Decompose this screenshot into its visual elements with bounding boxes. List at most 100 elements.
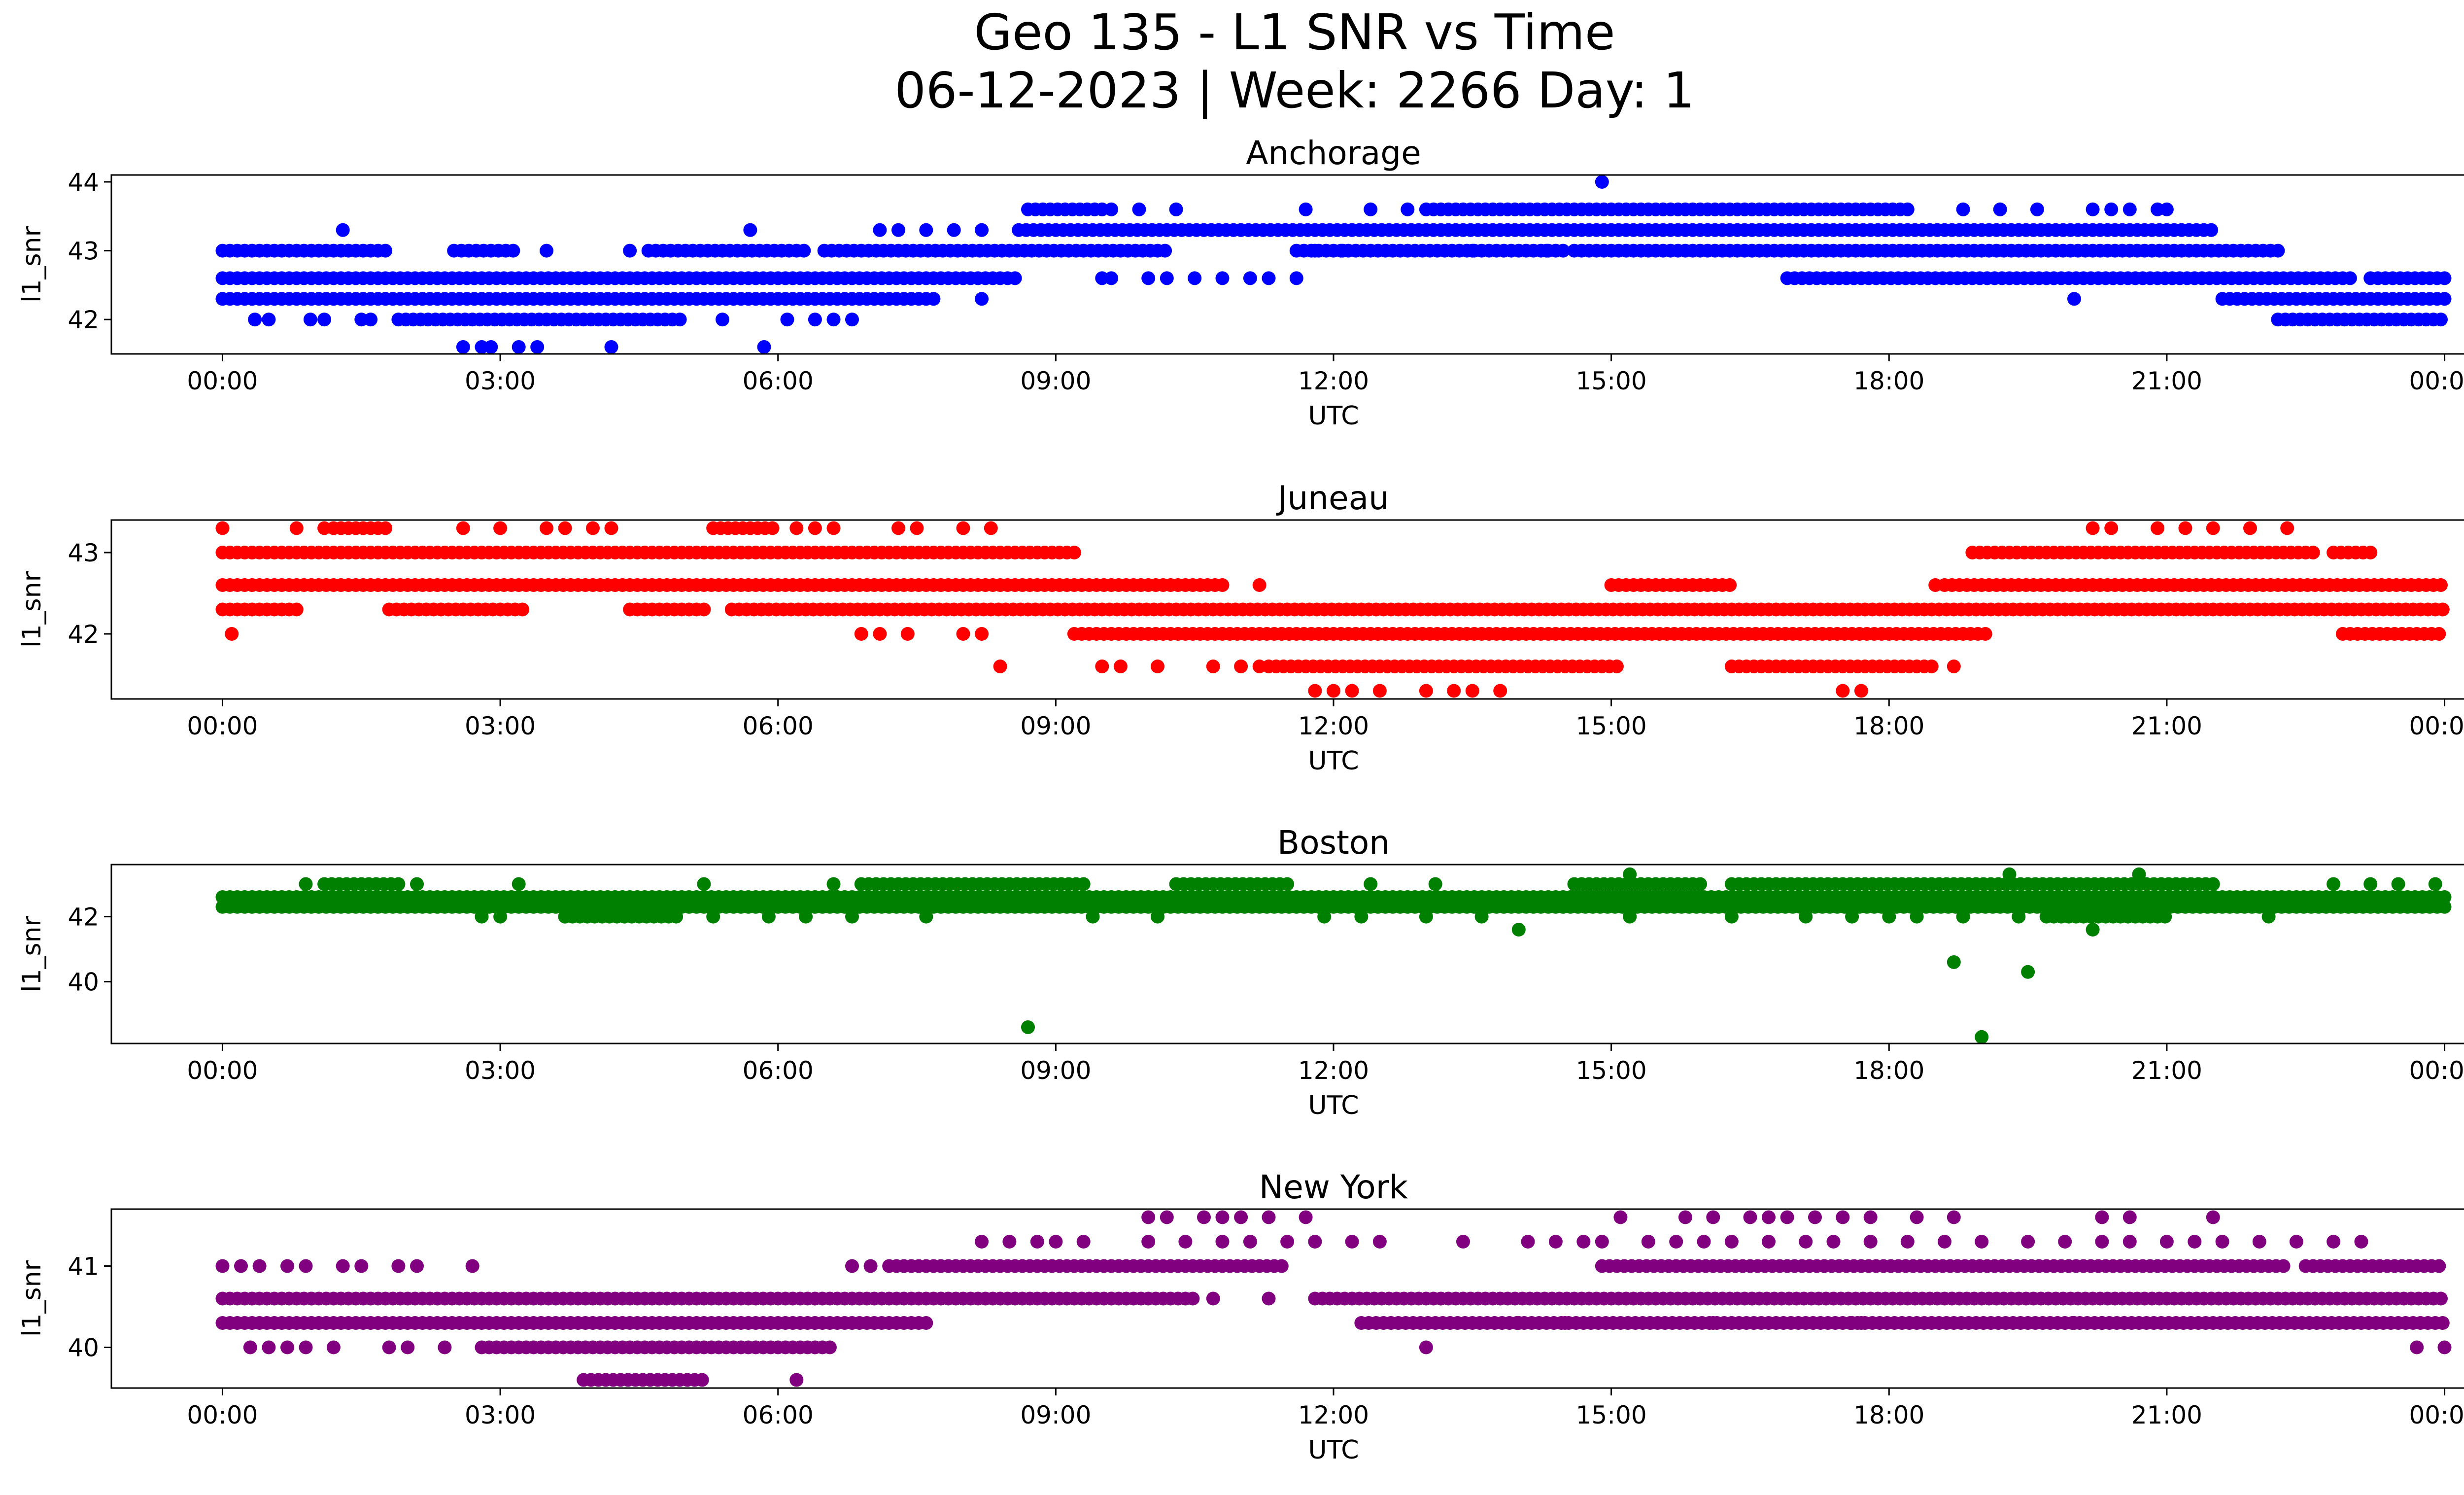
new-york-data-point bbox=[1854, 1316, 1868, 1330]
anchorage-data-point bbox=[2434, 313, 2448, 327]
anchorage-xtick-label: 03:00 bbox=[465, 367, 536, 395]
new-york-data-point bbox=[1280, 1235, 1295, 1249]
new-york-data-point bbox=[822, 1340, 837, 1355]
anchorage-data-point bbox=[1993, 202, 2007, 216]
anchorage-data-point bbox=[1595, 175, 1609, 189]
juneau-data-point bbox=[2178, 521, 2192, 535]
anchorage-ylabel: l1_snr bbox=[17, 226, 47, 303]
new-york-data-point bbox=[1558, 1316, 1572, 1330]
new-york-data-point bbox=[1808, 1210, 1822, 1224]
anchorage-xtick-label: 18:00 bbox=[1853, 367, 1924, 395]
new-york-data-point bbox=[1799, 1235, 1813, 1249]
new-york-ylabel: l1_snr bbox=[17, 1260, 47, 1337]
anchorage-xtick-label: 09:00 bbox=[1020, 367, 1091, 395]
anchorage-data-point bbox=[873, 223, 887, 237]
new-york-data-point bbox=[326, 1340, 341, 1355]
boston-data-point bbox=[1910, 909, 1924, 924]
new-york-data-point bbox=[280, 1259, 294, 1273]
anchorage-data-point bbox=[757, 340, 771, 354]
boston-data-point bbox=[2002, 867, 2017, 881]
juneau-data-point bbox=[493, 521, 508, 535]
anchorage-data-point bbox=[2104, 202, 2119, 216]
boston-ylabel: l1_snr bbox=[17, 915, 47, 992]
juneau-data-point bbox=[2280, 521, 2294, 535]
juneau-data-point bbox=[1447, 684, 1461, 698]
anchorage-data-point bbox=[2271, 243, 2285, 258]
new-york-data-point bbox=[1697, 1235, 1711, 1249]
new-york-xlabel: UTC bbox=[1308, 1435, 1359, 1465]
juneau-data-point bbox=[993, 660, 1007, 673]
juneau-data-point bbox=[1493, 684, 1507, 698]
juneau-data-point bbox=[1978, 627, 1992, 641]
new-york-data-point bbox=[1002, 1235, 1017, 1249]
juneau-data-point bbox=[540, 521, 553, 535]
juneau-ylabel: l1_snr bbox=[17, 571, 47, 648]
boston-data-point bbox=[669, 909, 684, 924]
anchorage-data-point bbox=[673, 313, 687, 327]
new-york-data-point bbox=[1613, 1210, 1628, 1224]
boston-data-point bbox=[1086, 909, 1100, 924]
juneau-data-point bbox=[456, 521, 470, 535]
juneau-data-point bbox=[1723, 578, 1737, 592]
anchorage-data-point bbox=[303, 313, 317, 327]
new-york-panel: New York 40 41 00:00 03:00 06:00 09:00 12:00 15:… bbox=[17, 1168, 2464, 1465]
anchorage-data-point bbox=[975, 223, 989, 237]
boston-data-point bbox=[1419, 909, 1433, 924]
boston-xtick-label: 06:00 bbox=[743, 1056, 814, 1085]
boston-data-point bbox=[1975, 1030, 1989, 1043]
new-york-data-point bbox=[1141, 1235, 1156, 1249]
juneau-data-point bbox=[2086, 521, 2100, 535]
new-york-data-point bbox=[1762, 1210, 1776, 1224]
new-york-xtick-label: 03:00 bbox=[465, 1401, 536, 1429]
juneau-data-point bbox=[2104, 521, 2119, 535]
anchorage-data-point bbox=[926, 292, 941, 306]
new-york-data-point bbox=[280, 1340, 294, 1355]
juneau-xtick-label: 15:00 bbox=[1576, 712, 1647, 740]
new-york-data-point bbox=[1049, 1235, 1063, 1249]
juneau-data-point bbox=[900, 627, 915, 641]
new-york-data-point bbox=[1076, 1235, 1091, 1249]
new-york-data-point bbox=[2206, 1210, 2220, 1224]
anchorage-data-point bbox=[248, 313, 262, 327]
new-york-data-point bbox=[1678, 1210, 1692, 1224]
boston-data-point bbox=[391, 877, 406, 891]
new-york-data-point bbox=[2432, 1259, 2446, 1273]
juneau-data-point bbox=[873, 627, 887, 641]
boston-ytick-label: 40 bbox=[68, 968, 99, 997]
anchorage-data-point bbox=[826, 313, 841, 327]
new-york-data-point bbox=[410, 1259, 424, 1273]
anchorage-ytick-label: 43 bbox=[68, 237, 99, 266]
new-york-data-point bbox=[1215, 1235, 1230, 1249]
anchorage-data-point bbox=[623, 243, 637, 258]
new-york-data-point bbox=[2067, 1316, 2081, 1330]
boston-data-point bbox=[799, 909, 813, 924]
anchorage-data-point bbox=[1289, 271, 1303, 285]
anchorage-data-point bbox=[845, 313, 859, 327]
anchorage-xtick-label: 21:00 bbox=[2131, 367, 2202, 395]
juneau-data-point bbox=[1836, 684, 1850, 698]
new-york-data-point bbox=[1419, 1340, 1433, 1355]
juneau-panel: Juneau 42 43 00:00 03:00 06:00 09:00 12:00 15:00… bbox=[17, 479, 2464, 776]
new-york-data-point bbox=[1160, 1210, 1174, 1224]
anchorage-data-point bbox=[808, 313, 822, 327]
new-york-xtick-label: 00:00 bbox=[187, 1401, 258, 1429]
juneau-data-point bbox=[215, 521, 230, 535]
anchorage-data-point bbox=[1956, 202, 1970, 216]
juneau-xlabel: UTC bbox=[1308, 746, 1359, 776]
new-york-data-point bbox=[1521, 1235, 1535, 1249]
boston-data-point bbox=[1428, 877, 1442, 891]
anchorage-data-point bbox=[317, 313, 332, 327]
juneau-data-point bbox=[1372, 684, 1387, 698]
anchorage-data-point bbox=[2437, 292, 2452, 306]
juneau-data-point bbox=[317, 521, 332, 535]
new-york-xtick-label: 18:00 bbox=[1853, 1401, 1924, 1429]
anchorage-data-point bbox=[1308, 243, 1322, 258]
juneau-data-point bbox=[1234, 660, 1248, 673]
juneau-data-point bbox=[1151, 660, 1164, 673]
new-york-data-point bbox=[2215, 1235, 2229, 1249]
boston-xtick-label: 18:00 bbox=[1853, 1056, 1924, 1085]
boston-data-point bbox=[826, 877, 841, 891]
anchorage-panel: Anchorage 42 43 44 00:00 03:00 06:00 09:00 12:00… bbox=[17, 134, 2464, 431]
new-york-data-point bbox=[695, 1373, 709, 1387]
new-york-data-point bbox=[1706, 1316, 1720, 1330]
